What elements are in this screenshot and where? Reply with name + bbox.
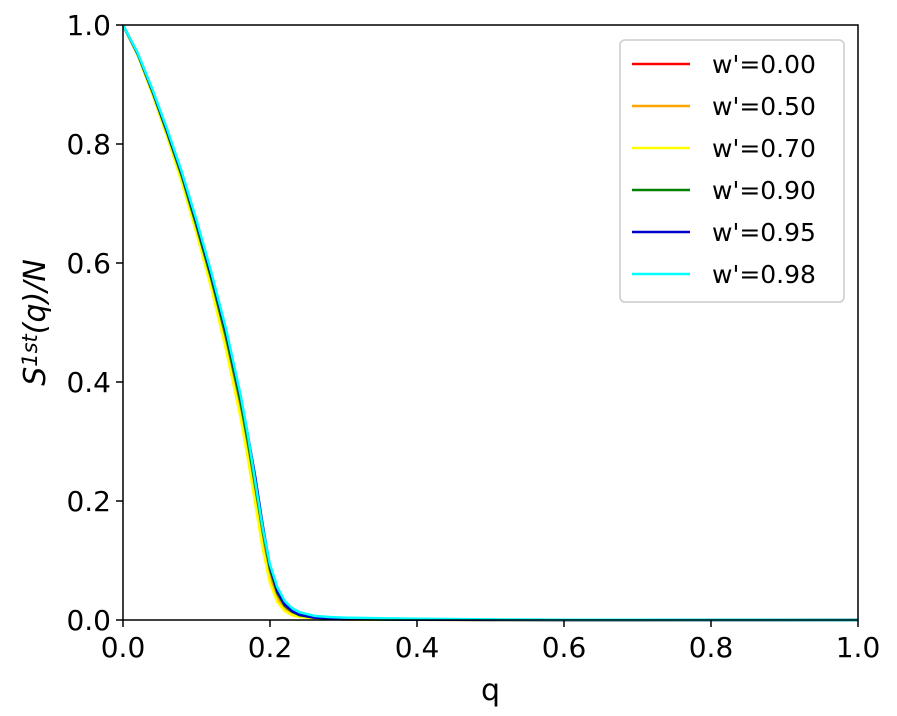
y-axis-ticks: 0.0 0.2 0.4 0.6 0.8 1.0 xyxy=(66,9,123,637)
x-tick-label: 0.2 xyxy=(248,631,293,664)
x-axis-ticks: 0.0 0.2 0.4 0.6 0.8 1.0 xyxy=(101,620,881,664)
x-tick-label: 0.4 xyxy=(395,631,440,664)
plot-frame xyxy=(122,24,859,621)
y-axis-label: S1st(q)/N xyxy=(18,259,53,386)
legend-label: w'=0.50 xyxy=(712,92,816,121)
y-tick-label: 0.0 xyxy=(66,604,111,637)
y-tick-label: 0.8 xyxy=(66,128,111,161)
legend-label: w'=0.95 xyxy=(712,218,816,247)
y-tick-label: 0.6 xyxy=(66,247,111,280)
y-tick-label: 0.2 xyxy=(66,485,111,518)
legend: w'=0.00 w'=0.50 w'=0.70 w'=0.90 w'=0.95 w'=0.… xyxy=(619,39,845,303)
series-line-5 xyxy=(121,24,859,622)
x-axis-label: q xyxy=(481,673,500,708)
legend-label: w'=0.70 xyxy=(712,134,816,163)
y-axis-label-rest: (q)/N xyxy=(18,259,53,334)
x-tick-label: 0.8 xyxy=(689,631,734,664)
x-tick-label: 0.0 xyxy=(101,631,146,664)
legend-label: w'=0.00 xyxy=(712,50,816,79)
x-tick-label: 1.0 xyxy=(836,631,881,664)
legend-label: w'=0.98 xyxy=(712,260,816,289)
x-tick-label: 0.6 xyxy=(542,631,587,664)
legend-label: w'=0.90 xyxy=(712,176,816,205)
legend-items: w'=0.00 w'=0.50 w'=0.70 w'=0.90 w'=0.95 w'=0.… xyxy=(632,50,816,289)
y-tick-label: 0.4 xyxy=(66,366,111,399)
y-tick-label: 1.0 xyxy=(66,9,111,42)
y-axis-label-main: S xyxy=(18,367,53,386)
y-axis-label-superscript: 1st xyxy=(18,333,42,366)
